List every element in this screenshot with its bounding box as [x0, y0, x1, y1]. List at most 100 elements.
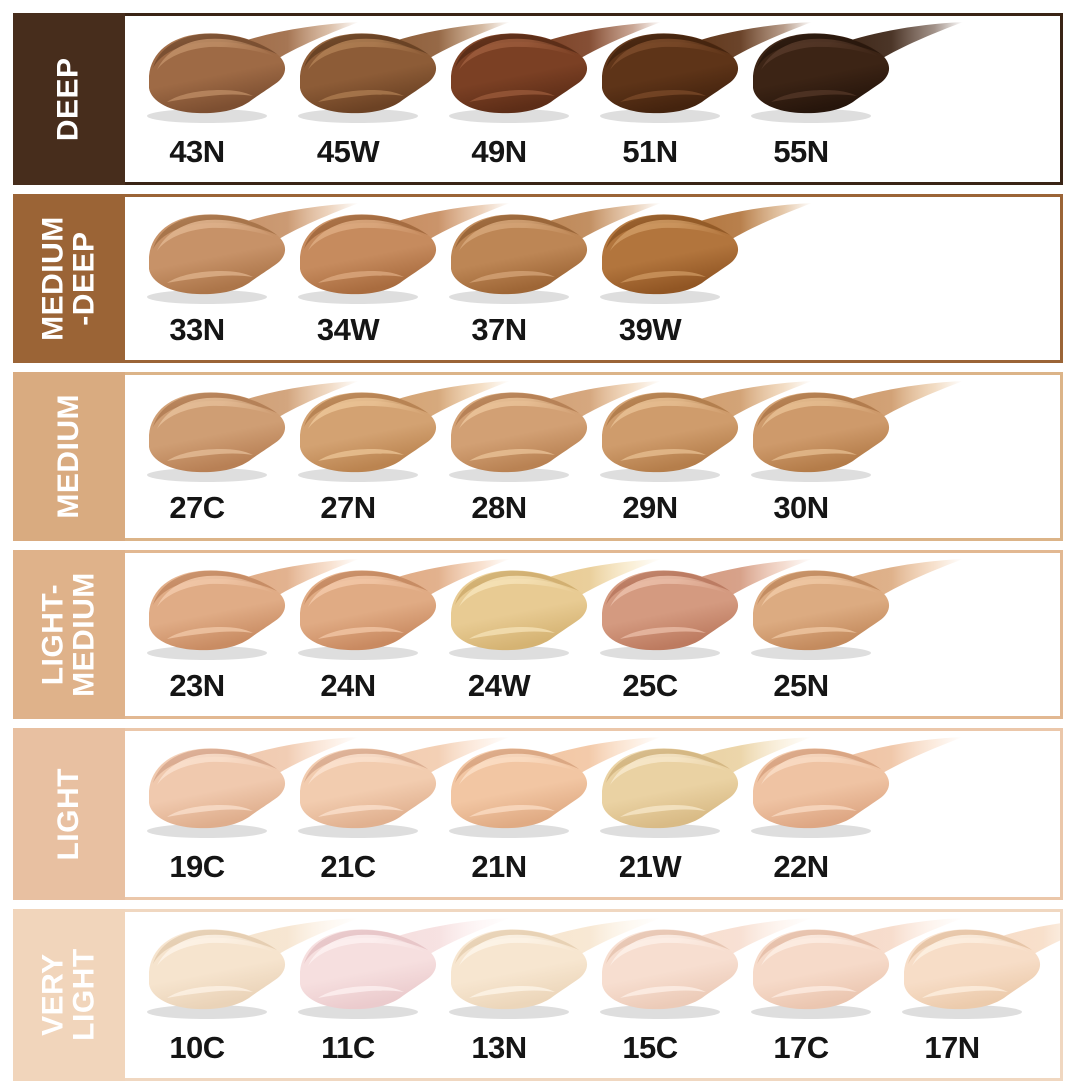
swatch-blob-svg — [298, 381, 510, 482]
swatch-shadow — [298, 1005, 418, 1019]
swatch-sheen — [620, 449, 706, 461]
swatch-sheen — [771, 805, 857, 817]
swatch-ridge — [304, 929, 428, 964]
swatch-gloss — [308, 219, 425, 251]
shade-swatch[interactable]: 29N — [590, 375, 822, 538]
swatch-panel: 33N 34W 37N 39W — [125, 194, 1063, 363]
swatch-ridge — [455, 392, 579, 427]
swatch-blob-svg — [902, 923, 1060, 1019]
swatch-gloss — [912, 934, 1029, 966]
shade-swatch[interactable]: 27N — [288, 375, 520, 538]
swatch-ridge — [304, 33, 428, 68]
shade-swatch[interactable]: 19C — [137, 731, 369, 897]
swatch-strip: 33N 34W 37N 39W — [125, 197, 1060, 360]
shade-swatch[interactable]: 23N — [137, 553, 369, 716]
swatch-body — [451, 570, 588, 651]
swatch-blob-svg — [147, 203, 359, 304]
swatch-panel: 43N 45W 49N 51N 55N — [125, 13, 1063, 185]
swatch-body — [300, 214, 437, 295]
swatch-shadow — [298, 646, 418, 660]
swatch-sheen — [469, 986, 555, 998]
category-label-block: MEDIUM -DEEP — [13, 194, 125, 363]
shade-swatch[interactable]: 43N — [137, 16, 369, 182]
swatch-shadow — [147, 109, 267, 123]
shade-swatch[interactable]: 21C — [288, 731, 520, 897]
shade-name-label: 10C — [169, 1030, 225, 1065]
shade-swatch[interactable]: 21N — [439, 731, 671, 897]
swatch-sheen — [469, 271, 555, 283]
shade-swatch[interactable]: 17C — [741, 912, 973, 1078]
swatch-shadow — [449, 1005, 569, 1019]
swatch-gloss — [610, 219, 727, 251]
shade-name-label: 24W — [467, 668, 531, 703]
swatch-ridge — [455, 570, 579, 605]
swatch-blob-svg — [298, 918, 510, 1019]
swatch-ridge — [606, 392, 730, 427]
swatch-gloss — [459, 934, 576, 966]
shade-swatch[interactable]: 37N — [439, 197, 671, 360]
swatch-sheen — [469, 805, 555, 817]
swatch-body — [451, 748, 588, 829]
swatch-blob-svg — [449, 918, 661, 1019]
shade-swatch[interactable]: 22N — [741, 731, 973, 897]
swatch-ridge — [606, 748, 730, 783]
shade-swatch[interactable]: 51N — [590, 16, 822, 182]
swatch-shadow — [449, 109, 569, 123]
swatch-gloss — [308, 753, 425, 785]
swatch-ridge — [304, 570, 428, 605]
swatch-blob-svg — [147, 918, 359, 1019]
shade-swatch[interactable]: 25C — [590, 553, 822, 716]
shade-swatch[interactable]: 27C — [137, 375, 369, 538]
shade-swatch[interactable]: 49N — [439, 16, 671, 182]
swatch-sheen — [167, 627, 253, 639]
swatch-gloss — [761, 575, 878, 607]
swatch-body — [904, 929, 1041, 1010]
shade-swatch[interactable]: 11C — [288, 912, 520, 1078]
swatch-shadow — [600, 824, 720, 838]
swatch-sheen — [318, 627, 404, 639]
shade-swatch[interactable]: 21W — [590, 731, 822, 897]
shade-swatch[interactable]: 24N — [288, 553, 520, 716]
shade-swatch[interactable]: 30N — [741, 375, 973, 538]
shade-swatch[interactable]: 34W — [288, 197, 520, 360]
swatch-shadow — [600, 109, 720, 123]
shade-swatch[interactable]: 33N — [137, 197, 369, 360]
shade-swatch-blob — [741, 557, 973, 663]
swatch-sheen — [771, 627, 857, 639]
shade-name-label: 45W — [316, 134, 380, 169]
shade-swatch[interactable]: 28N — [439, 375, 671, 538]
swatch-ridge — [606, 570, 730, 605]
swatch-gloss — [610, 38, 727, 70]
swatch-sheen — [620, 986, 706, 998]
shade-swatch[interactable]: 39W — [590, 197, 822, 360]
swatch-gloss — [610, 753, 727, 785]
shade-swatch[interactable]: 15C — [590, 912, 822, 1078]
shade-swatch-blob — [137, 557, 369, 663]
shade-swatch[interactable]: 45W — [288, 16, 520, 182]
swatch-sheen — [167, 805, 253, 817]
shade-swatch[interactable]: 17N — [892, 912, 1060, 1078]
shade-swatch[interactable]: 55N — [741, 16, 973, 182]
shade-name-label: 23N — [169, 668, 225, 703]
swatch-gloss — [157, 753, 274, 785]
swatch-shadow — [751, 824, 871, 838]
swatch-body — [149, 570, 286, 651]
shade-swatch[interactable]: 13N — [439, 912, 671, 1078]
shade-swatch-blob — [439, 735, 671, 841]
shade-swatch[interactable]: 25N — [741, 553, 973, 716]
swatch-shadow — [147, 646, 267, 660]
swatch-strip: 27C 27N 28N 29N 30N — [125, 375, 1060, 538]
swatch-shadow — [147, 824, 267, 838]
shade-swatch-blob — [439, 20, 671, 126]
swatch-blob-svg — [147, 737, 359, 838]
swatch-body — [602, 33, 739, 114]
swatch-shadow — [600, 646, 720, 660]
swatch-panel: 23N 24N 24W 25C 25N — [125, 550, 1063, 719]
shade-swatch[interactable]: 24W — [439, 553, 671, 716]
shade-swatch[interactable]: 10C — [137, 912, 369, 1078]
swatch-shadow — [751, 1005, 871, 1019]
swatch-ridge — [153, 570, 277, 605]
swatch-sheen — [318, 271, 404, 283]
swatch-blob-svg — [298, 737, 510, 838]
swatch-gloss — [761, 397, 878, 429]
